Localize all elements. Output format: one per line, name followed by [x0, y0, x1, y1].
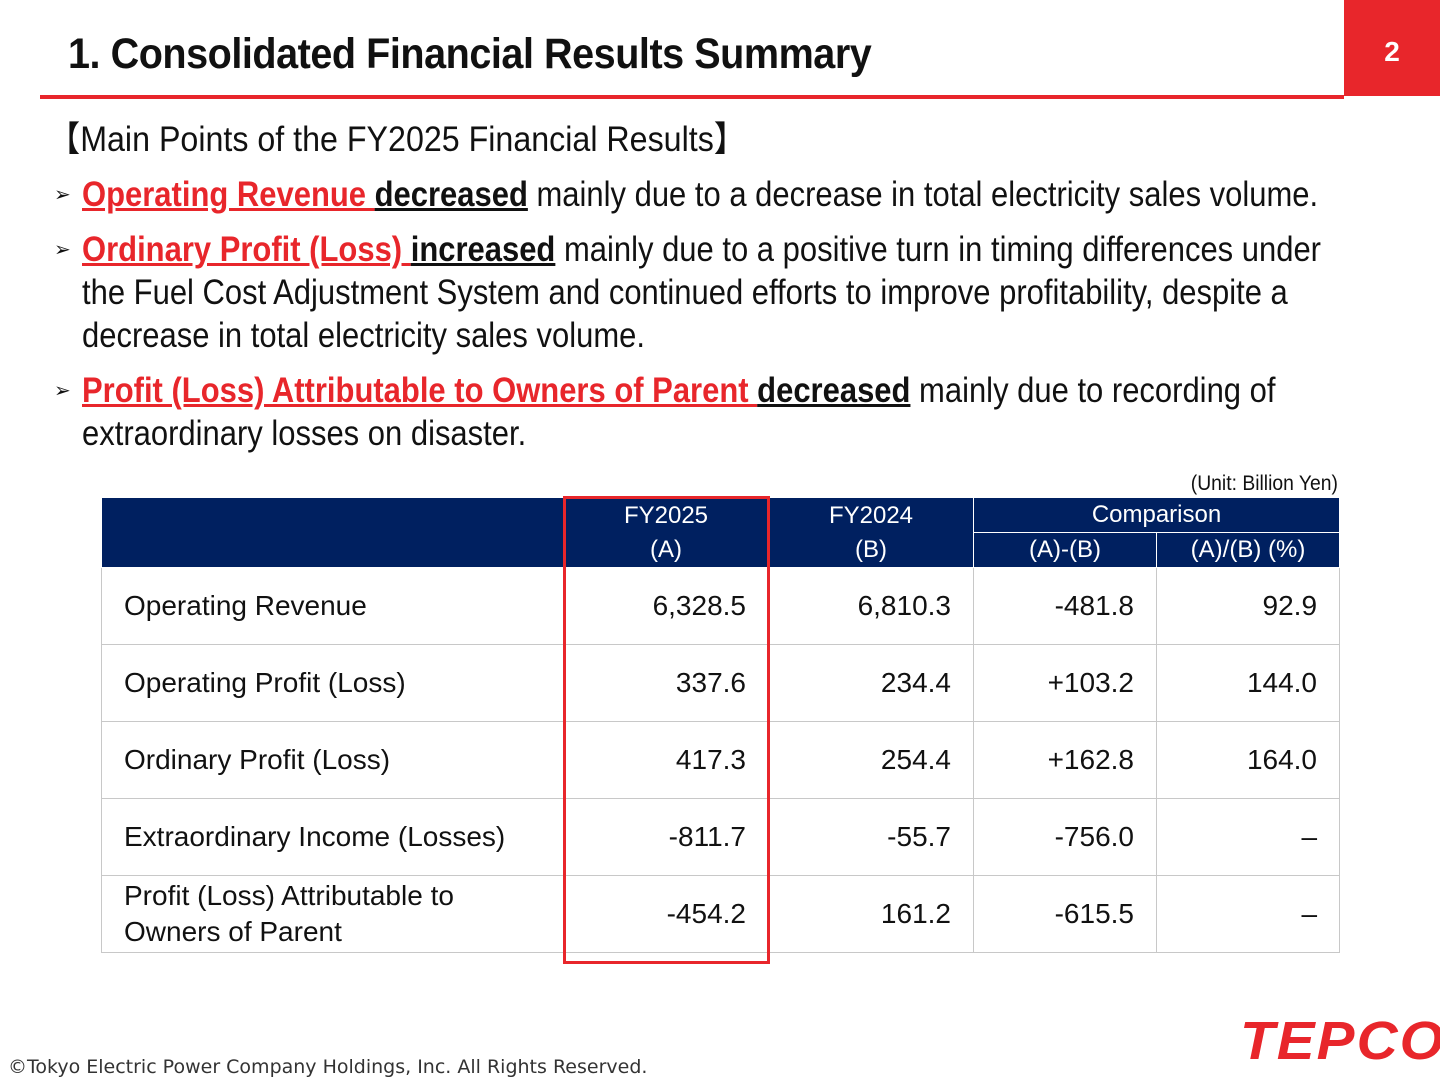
- cell-fy2025: -811.7: [563, 798, 769, 876]
- cell-diff: -756.0: [973, 798, 1157, 876]
- bullet-subject: Operating Revenue: [82, 175, 375, 214]
- tepco-logo: TEPCO: [1240, 1011, 1440, 1071]
- bullet-subject: Profit (Loss) Attributable to Owners of …: [82, 371, 758, 410]
- bullet-rest: mainly due to recording of extraordinary…: [82, 371, 1276, 453]
- bullet-rest: mainly due to a decrease in total electr…: [527, 175, 1319, 214]
- cell-ratio: –: [1155, 875, 1341, 953]
- row-label: Operating Profit (Loss): [101, 644, 564, 722]
- row-label: Profit (Loss) Attributable to Owners of …: [101, 875, 564, 953]
- cell-fy2025: 417.3: [563, 721, 769, 799]
- title-divider: [40, 95, 1344, 99]
- table-header-row: FY2025 (A) FY2024 (B) Comparison: [101, 497, 1341, 568]
- header-comparison: Comparison: [972, 497, 1341, 533]
- cell-fy2025: -454.2: [563, 875, 769, 953]
- page-title: 1. Consolidated Financial Results Summar…: [68, 30, 872, 78]
- header-fy2025: FY2025 (A): [563, 497, 769, 568]
- cell-diff: -615.5: [973, 875, 1157, 953]
- bullet-verb: increased: [410, 230, 556, 269]
- table-row: Ordinary Profit (Loss) 417.3 254.4 +162.…: [101, 721, 1341, 799]
- table-row: Profit (Loss) Attributable to Owners of …: [101, 875, 1341, 953]
- bullet-rest: mainly due to a positive turn in timing …: [82, 230, 1321, 355]
- table-row: Operating Profit (Loss) 337.6 234.4 +103…: [101, 644, 1341, 722]
- cell-diff: +103.2: [973, 644, 1157, 722]
- cell-fy2024: 6,810.3: [768, 567, 974, 645]
- cell-fy2024: 234.4: [768, 644, 974, 722]
- page-number-box: 2: [1344, 0, 1440, 96]
- results-table: FY2025 (A) FY2024 (B) Comparison (A)-(B)…: [101, 497, 1341, 953]
- main-points: 【Main Points of the FY2025 Financial Res…: [48, 118, 1420, 455]
- bullet-verb: decreased: [757, 371, 911, 410]
- row-label: Operating Revenue: [101, 567, 564, 645]
- cell-fy2024: 254.4: [768, 721, 974, 799]
- cell-fy2025: 6,328.5: [563, 567, 769, 645]
- header-ratio: (A)/(B) (%): [1155, 532, 1341, 568]
- header-blank: [101, 497, 564, 568]
- cell-fy2024: 161.2: [768, 875, 974, 953]
- main-points-heading: 【Main Points of the FY2025 Financial Res…: [48, 120, 746, 159]
- cell-ratio: 144.0: [1155, 644, 1341, 722]
- table-subheader-row: (A)-(B) (A)/(B) (%): [102, 532, 1341, 568]
- bullet-operating-revenue: ➢ Operating Revenue decreased mainly due…: [48, 173, 1420, 216]
- arrowhead-bullet-icon: ➢: [54, 380, 71, 402]
- cell-ratio: 164.0: [1155, 721, 1341, 799]
- cell-diff: -481.8: [973, 567, 1157, 645]
- cell-ratio: –: [1155, 798, 1341, 876]
- cell-diff: +162.8: [973, 721, 1157, 799]
- copyright-notice: ©Tokyo Electric Power Company Holdings, …: [8, 1056, 648, 1078]
- unit-note: (Unit: Billion Yen): [1190, 472, 1338, 495]
- arrowhead-bullet-icon: ➢: [54, 184, 71, 206]
- table-row: Extraordinary Income (Losses) -811.7 -55…: [101, 798, 1341, 876]
- header-fy2024: FY2024 (B): [768, 497, 974, 568]
- bullet-subject: Ordinary Profit (Loss): [82, 230, 411, 269]
- table-row: Operating Revenue 6,328.5 6,810.3 -481.8…: [101, 567, 1341, 645]
- row-label: Extraordinary Income (Losses): [101, 798, 564, 876]
- row-label: Ordinary Profit (Loss): [101, 721, 564, 799]
- arrowhead-bullet-icon: ➢: [54, 239, 71, 261]
- header-diff: (A)-(B): [973, 532, 1157, 568]
- cell-fy2024: -55.7: [768, 798, 974, 876]
- bullet-profit-attributable: ➢ Profit (Loss) Attributable to Owners o…: [48, 369, 1420, 455]
- bullet-ordinary-profit: ➢ Ordinary Profit (Loss) increased mainl…: [48, 228, 1420, 357]
- cell-fy2025: 337.6: [563, 644, 769, 722]
- cell-ratio: 92.9: [1155, 567, 1341, 645]
- page-number: 2: [1384, 36, 1400, 67]
- bullet-verb: decreased: [374, 175, 528, 214]
